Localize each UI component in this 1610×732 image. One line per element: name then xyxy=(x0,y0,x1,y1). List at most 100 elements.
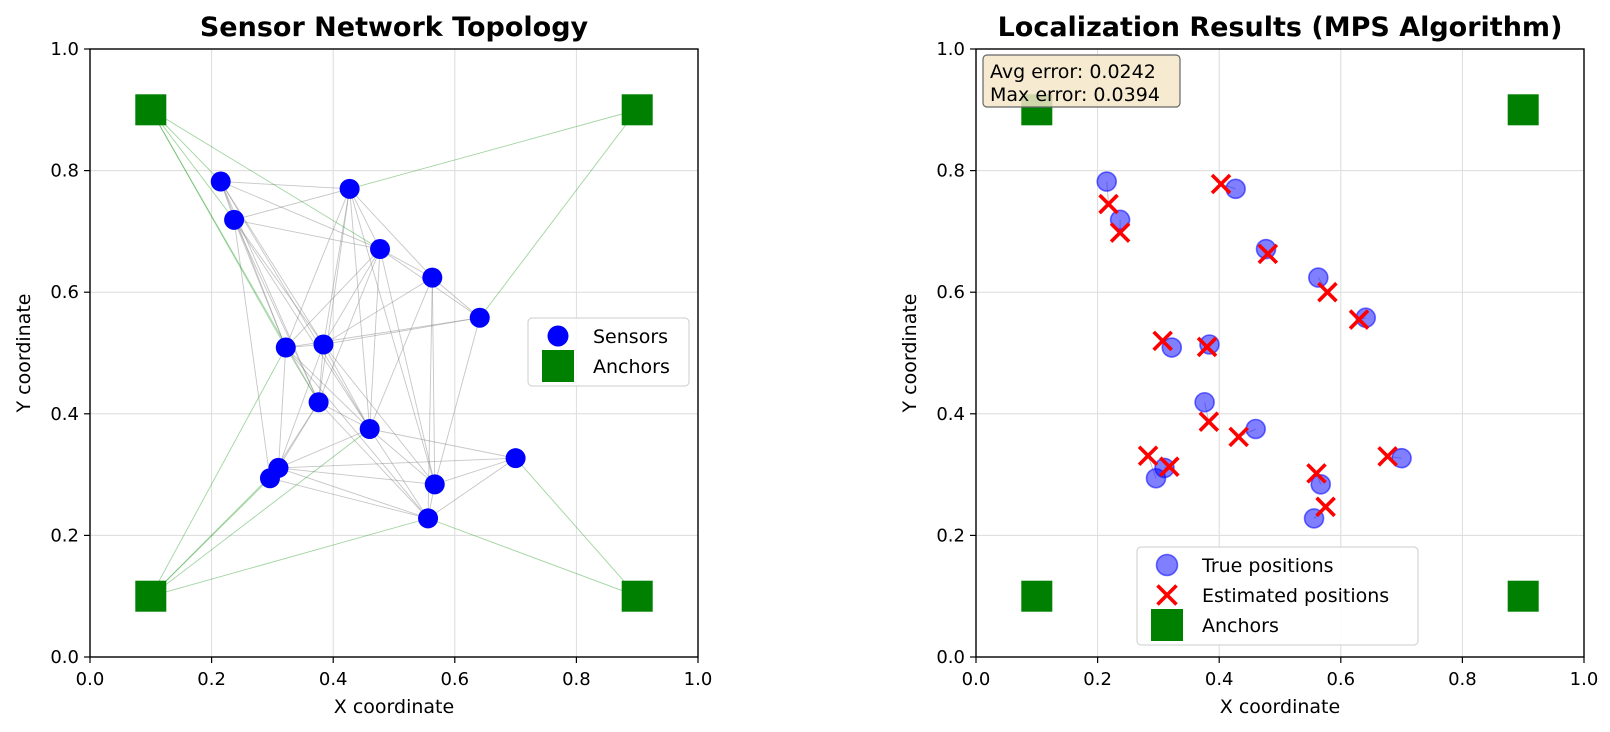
error-annotation-box xyxy=(982,54,1181,108)
anchor-point xyxy=(135,94,167,126)
sensor-link xyxy=(285,347,370,430)
estimated-position-point-stroke xyxy=(1306,463,1327,484)
x-tick-label: 0.0 xyxy=(76,669,105,690)
sensor-link xyxy=(278,344,324,469)
y-tick-label: 0.4 xyxy=(50,404,79,425)
sensor-point xyxy=(359,419,380,439)
estimated-position-point-stroke xyxy=(1109,222,1131,243)
sensor-point xyxy=(424,474,445,495)
legend-marker xyxy=(547,325,569,347)
sensor-link xyxy=(323,344,436,485)
sensor-link xyxy=(278,457,516,469)
x-tick-label: 0.8 xyxy=(562,669,591,690)
legend: Sensors Anchors xyxy=(527,317,690,387)
plot-frame xyxy=(89,48,699,658)
estimated-position-point-stroke xyxy=(1198,411,1220,432)
legend-label: True positions xyxy=(1201,555,1334,577)
y-tick-label: 1.0 xyxy=(936,39,965,60)
anchor-point xyxy=(1021,580,1053,612)
max-error-text: Max error: 0.0394 xyxy=(990,84,1160,106)
sensor-link xyxy=(379,248,436,485)
estimated-position-point-stroke xyxy=(1098,193,1119,215)
anchor-point xyxy=(135,580,167,612)
anchor-point xyxy=(621,580,653,612)
sensor-link xyxy=(233,219,324,345)
x-tick-label: 0.4 xyxy=(319,669,348,690)
estimated-position-point-stroke xyxy=(1137,445,1159,467)
sensor-link xyxy=(278,347,287,468)
legend-label: Anchors xyxy=(593,356,670,378)
x-tick-label: 0.8 xyxy=(1448,669,1477,690)
error-annotation: Avg error: 0.0242 Max error: 0.0394 xyxy=(982,54,1181,108)
estimated-position-point-stroke xyxy=(1348,309,1370,330)
estimated-position-point-stroke xyxy=(1196,336,1218,358)
y-tick-label: 0.4 xyxy=(936,404,965,425)
sensor-link xyxy=(233,219,287,348)
y-tick-label: 0.8 xyxy=(50,161,79,182)
sensor-link xyxy=(278,402,319,469)
sensor-link xyxy=(318,401,429,519)
legend-marker xyxy=(1156,584,1178,606)
estimated-position-point-stroke xyxy=(1152,330,1173,352)
sensor-link xyxy=(349,188,436,485)
sensor-link xyxy=(323,344,371,430)
chart-title: Sensor Network Topology xyxy=(200,12,589,43)
y-axis-label: Y coordinate xyxy=(13,294,35,414)
sensor-link xyxy=(220,181,350,190)
anchor-link xyxy=(349,109,638,190)
sensor-link xyxy=(220,181,324,345)
sensor-link xyxy=(220,181,381,250)
estimated-position-point xyxy=(1348,309,1370,330)
sensor-link xyxy=(369,428,429,519)
true-position-point xyxy=(1245,418,1266,440)
sensor-link xyxy=(323,317,480,345)
legend-label: Anchors xyxy=(1202,615,1279,637)
sensor-link xyxy=(349,188,433,278)
anchor-link xyxy=(150,347,287,597)
estimated-position-point xyxy=(1152,330,1173,352)
anchor-link xyxy=(150,477,271,597)
anchor-link xyxy=(150,109,287,348)
sensor-link xyxy=(369,428,516,459)
sensor-point xyxy=(370,239,391,260)
estimated-position-point xyxy=(1317,281,1338,303)
x-tick-label: 0.2 xyxy=(197,669,226,690)
x-tick-label: 0.4 xyxy=(1205,669,1234,690)
estimated-position-point-stroke xyxy=(1315,496,1336,518)
estimated-position-point-stroke xyxy=(1317,281,1338,303)
sensor-point xyxy=(339,178,360,199)
anchor-link xyxy=(479,109,638,319)
legend-marker xyxy=(1155,553,1179,577)
true-position-point xyxy=(1391,447,1412,469)
data-marks xyxy=(1021,94,1539,612)
x-tick-label: 1.0 xyxy=(684,669,713,690)
anchor-point xyxy=(1507,94,1539,126)
true-position-point xyxy=(1109,209,1131,231)
sensor-link xyxy=(349,188,371,430)
anchor-link xyxy=(150,109,319,403)
sensor-link xyxy=(318,188,351,403)
y-axis-label: Y coordinate xyxy=(899,294,921,414)
anchor-link xyxy=(150,467,279,597)
sensor-point xyxy=(505,448,526,469)
sensor-point xyxy=(275,337,296,358)
anchor-link xyxy=(427,517,638,597)
estimated-position-point-stroke xyxy=(1210,173,1232,195)
x-tick-label: 0.0 xyxy=(962,669,991,690)
sensor-link xyxy=(233,219,371,430)
sensor-link xyxy=(323,188,351,345)
x-tick-label: 0.2 xyxy=(1083,669,1112,690)
legend-box xyxy=(1136,546,1419,646)
sensor-link xyxy=(285,248,381,348)
connectivity-links xyxy=(150,109,638,597)
estimated-position-point xyxy=(1377,446,1398,467)
x-tick-label: 0.6 xyxy=(440,669,469,690)
true-position-point xyxy=(1225,178,1246,200)
sensor-point xyxy=(422,267,443,288)
sensor-link xyxy=(434,457,516,485)
estimated-position-point-stroke xyxy=(1228,426,1249,448)
true-position-point xyxy=(1308,267,1329,288)
axis-ticks: 0.0 0.2 0.4 0.6 0.8 1.0 0.0 0.2 0.4 0.6 0.8 1.0 xyxy=(936,39,1598,690)
sensor-link xyxy=(233,219,271,479)
